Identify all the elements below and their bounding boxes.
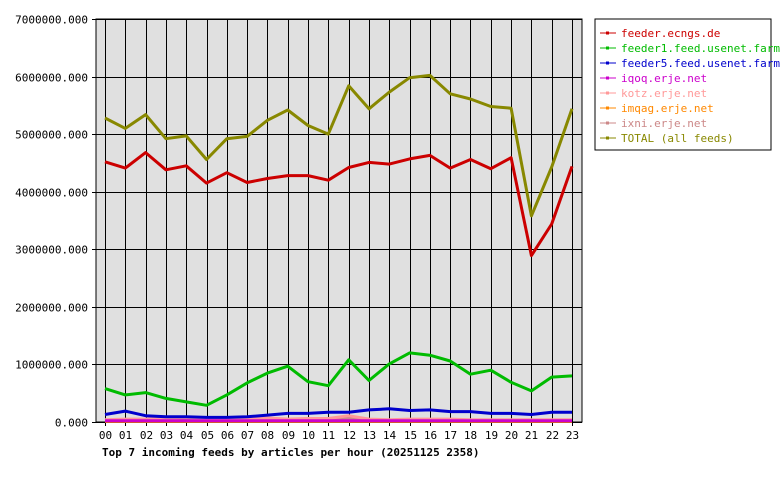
legend-swatch-marker (606, 136, 609, 140)
x-tick-label: 02 (140, 429, 153, 442)
legend-label: feeder1.feed.usenet.farm (621, 42, 780, 55)
x-tick-label: 20 (505, 429, 518, 442)
x-tick-label: 05 (201, 429, 214, 442)
y-tick-label: 4000000.000 (15, 187, 88, 200)
x-tick-label: 10 (302, 429, 315, 442)
legend-swatch-marker (606, 31, 609, 35)
x-tick-label: 09 (282, 429, 295, 442)
x-tick-label: 06 (221, 429, 234, 442)
x-tick-label: 18 (464, 429, 477, 442)
x-tick-label: 07 (241, 429, 254, 442)
x-tick-label: 16 (424, 429, 437, 442)
series-lines (104, 73, 574, 423)
y-tick-label: 1000000.000 (15, 359, 88, 372)
series-line (104, 351, 573, 407)
series-line (104, 407, 572, 419)
x-axis-tick-labels: 00 01 02 03 04 05 06 07 08 09 10 11 12 13 14 15 16 17 18 19… (99, 429, 579, 442)
series-line (104, 151, 574, 258)
y-tick-label: 5000000.000 (15, 129, 88, 142)
y-tick-label: 2000000.000 (15, 302, 88, 315)
legend-swatch-marker (606, 61, 609, 65)
legend: feeder.ecngs.de feeder1.feed.usenet.farm f… (594, 18, 780, 151)
chart-title: Top 7 incoming feeds by articles per hou… (102, 446, 480, 459)
x-tick-label: 23 (566, 429, 579, 442)
plot-area (95, 18, 583, 423)
legend-swatch-marker (606, 76, 609, 80)
x-tick-label: 12 (343, 429, 356, 442)
legend-label: kotz.erje.net (621, 87, 707, 100)
legend-swatch-marker (606, 106, 609, 110)
x-tick-label: 04 (180, 429, 194, 442)
legend-label: feeder5.feed.usenet.farm (621, 57, 780, 70)
x-tick-label: 00 (99, 429, 112, 442)
y-tick-label: 7000000.000 (15, 14, 88, 27)
legend-label: imqag.erje.net (621, 102, 714, 115)
legend-label: iqoq.erje.net (621, 72, 707, 85)
legend-swatch-marker (606, 91, 609, 95)
x-tick-label: 19 (485, 429, 498, 442)
series-line (104, 73, 574, 218)
x-tick-label: 22 (546, 429, 559, 442)
x-tick-label: 21 (525, 429, 538, 442)
x-tick-label: 01 (119, 429, 132, 442)
y-tick-label: 0.000 (55, 417, 88, 430)
legend-label: TOTAL (all feeds) (621, 132, 734, 145)
y-axis-tick-labels: 0.000 1000000.000 2000000.000 3000000.000 40… (15, 14, 88, 430)
legend-label: ixni.erje.net (621, 117, 707, 130)
y-tick-label: 3000000.000 (15, 244, 88, 257)
legend-label: feeder.ecngs.de (621, 27, 720, 40)
x-tick-label: 03 (160, 429, 173, 442)
x-tick-label: 11 (322, 429, 335, 442)
grid (92, 19, 582, 426)
legend-swatch-marker (606, 121, 609, 125)
legend-box (594, 18, 772, 151)
x-tick-label: 14 (383, 429, 397, 442)
legend-swatch-marker (606, 46, 609, 50)
x-tick-label: 13 (363, 429, 376, 442)
x-tick-label: 15 (404, 429, 417, 442)
x-tick-label: 17 (444, 429, 457, 442)
x-tick-label: 08 (261, 429, 274, 442)
y-tick-label: 6000000.000 (15, 72, 88, 85)
